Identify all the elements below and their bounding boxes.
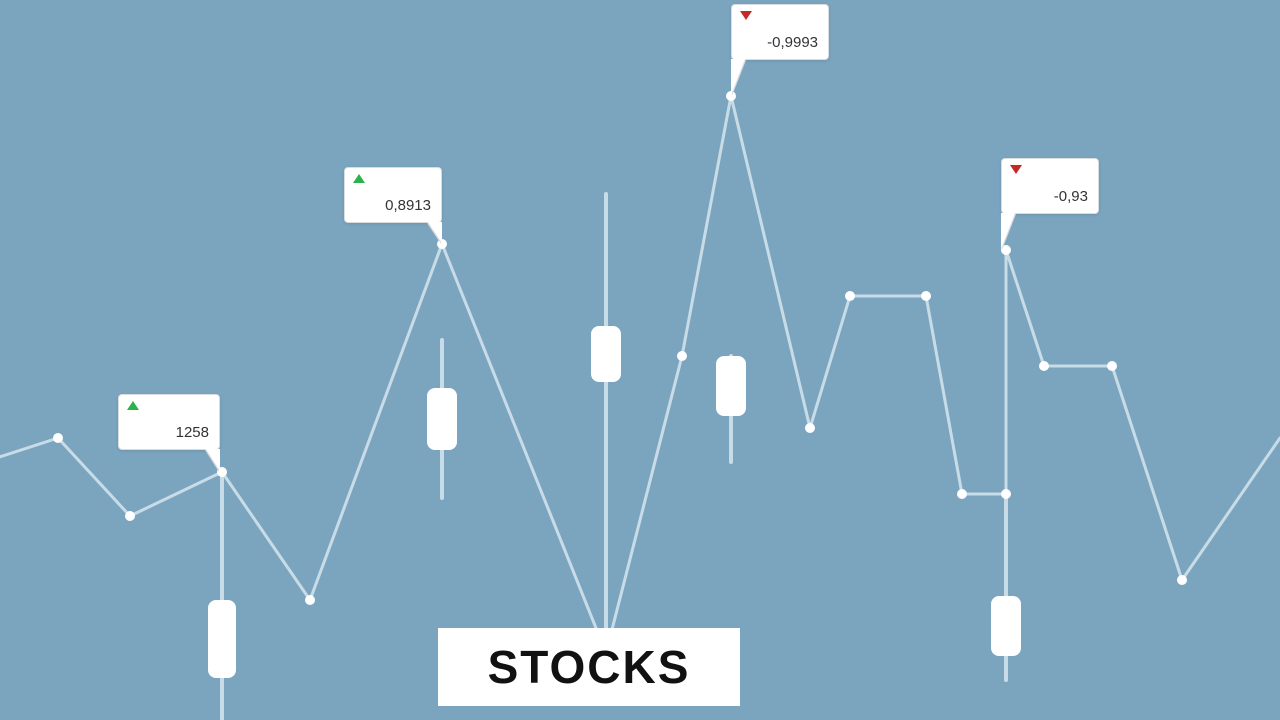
line-node bbox=[53, 433, 63, 443]
line-node bbox=[1001, 489, 1011, 499]
candle-body bbox=[991, 596, 1021, 656]
title-text: STOCKS bbox=[488, 640, 691, 694]
callout-tail bbox=[731, 59, 745, 95]
down-arrow-icon bbox=[740, 11, 752, 20]
down-arrow-icon bbox=[1010, 165, 1022, 174]
candle-body bbox=[427, 388, 457, 450]
line-node bbox=[305, 595, 315, 605]
title-box: STOCKS bbox=[438, 628, 740, 706]
value-callout: -0,93 bbox=[1001, 158, 1099, 214]
up-arrow-icon bbox=[353, 174, 365, 183]
line-node bbox=[677, 351, 687, 361]
value-callout: 1258 bbox=[118, 394, 220, 450]
callout-value: 1258 bbox=[176, 424, 209, 441]
candle-body bbox=[591, 326, 621, 382]
line-node bbox=[805, 423, 815, 433]
callout-value: -0,93 bbox=[1054, 188, 1088, 205]
line-node bbox=[921, 291, 931, 301]
line-node bbox=[845, 291, 855, 301]
line-node bbox=[1177, 575, 1187, 585]
line-node bbox=[125, 511, 135, 521]
candle-body bbox=[208, 600, 236, 678]
up-arrow-icon bbox=[127, 401, 139, 410]
line-node bbox=[957, 489, 967, 499]
chart-svg bbox=[0, 0, 1280, 720]
line-node bbox=[1107, 361, 1117, 371]
line-node bbox=[1039, 361, 1049, 371]
candle-body bbox=[716, 356, 746, 416]
callout-tail bbox=[428, 222, 442, 243]
callout-tail bbox=[206, 449, 220, 471]
value-callout: -0,9993 bbox=[731, 4, 829, 60]
callout-tail bbox=[1001, 213, 1015, 249]
stock-chart-stage: 1258 0,8913 -0,9993 -0,93 STOCKS bbox=[0, 0, 1280, 720]
value-callout: 0,8913 bbox=[344, 167, 442, 223]
callout-value: 0,8913 bbox=[385, 197, 431, 214]
callout-value: -0,9993 bbox=[767, 34, 818, 51]
